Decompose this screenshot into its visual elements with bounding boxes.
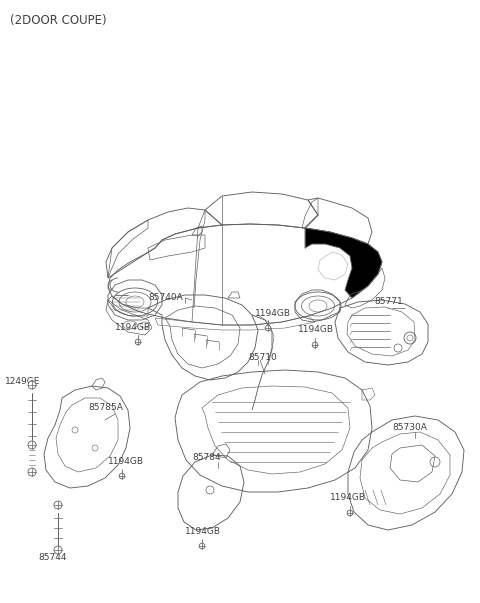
Text: 85740A: 85740A bbox=[148, 294, 183, 303]
Polygon shape bbox=[305, 228, 382, 298]
Circle shape bbox=[265, 325, 271, 331]
Text: 85730A: 85730A bbox=[392, 423, 427, 432]
Text: 85784: 85784 bbox=[192, 453, 221, 463]
Text: 1249GE: 1249GE bbox=[5, 377, 40, 387]
Text: 85785A: 85785A bbox=[88, 403, 123, 412]
Circle shape bbox=[119, 473, 125, 479]
Text: 1194GB: 1194GB bbox=[185, 528, 221, 537]
Circle shape bbox=[28, 468, 36, 476]
Circle shape bbox=[28, 381, 36, 389]
Circle shape bbox=[135, 339, 141, 345]
Text: 85771: 85771 bbox=[374, 297, 403, 306]
Text: 1194GB: 1194GB bbox=[108, 458, 144, 467]
Circle shape bbox=[28, 441, 36, 449]
Text: 1194GB: 1194GB bbox=[298, 326, 334, 335]
Circle shape bbox=[312, 342, 318, 348]
Text: 85744: 85744 bbox=[38, 554, 67, 563]
Text: 1194GB: 1194GB bbox=[115, 323, 151, 332]
Text: 85710: 85710 bbox=[248, 353, 277, 362]
Circle shape bbox=[347, 510, 353, 516]
Circle shape bbox=[54, 501, 62, 509]
Text: 1194GB: 1194GB bbox=[255, 309, 291, 318]
Circle shape bbox=[54, 546, 62, 554]
Circle shape bbox=[199, 543, 205, 549]
Text: 1194GB: 1194GB bbox=[330, 493, 366, 502]
Text: (2DOOR COUPE): (2DOOR COUPE) bbox=[10, 14, 107, 27]
